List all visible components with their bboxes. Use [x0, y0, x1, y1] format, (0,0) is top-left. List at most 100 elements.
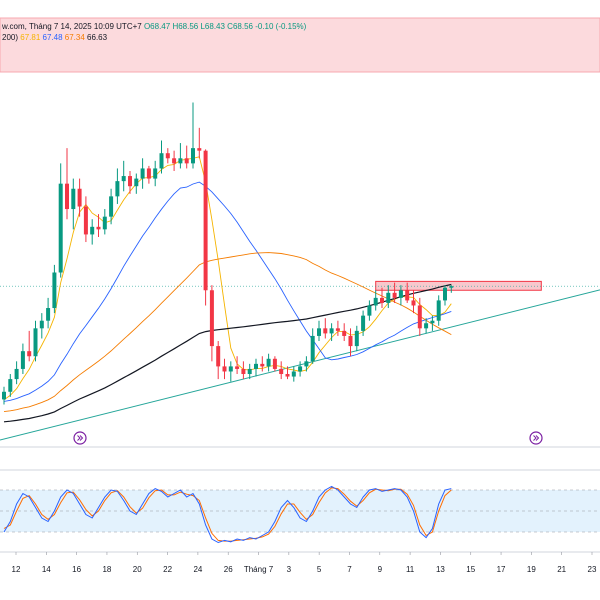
ma-value-2: 67.48: [42, 33, 63, 42]
candle: [405, 282, 410, 303]
candle: [134, 173, 139, 194]
chart-header-line: w.com, Tháng 7 14, 2025 10:09 UTC+7 O68.…: [2, 22, 306, 32]
candle: [298, 361, 303, 377]
candle: [354, 325, 359, 352]
ma-legend-label: 200): [2, 33, 19, 42]
candle: [191, 102, 195, 169]
candle-body: [96, 226, 101, 230]
candle: [392, 282, 397, 303]
candle-body: [197, 148, 202, 151]
candle-body: [279, 368, 284, 375]
candle-body: [20, 351, 25, 369]
x-tick-label: 13: [436, 565, 445, 574]
x-tick-label: 23: [588, 565, 597, 574]
candle: [33, 320, 38, 362]
ohlc-low: L68.43: [200, 22, 225, 31]
candle: [172, 150, 177, 171]
candle-body: [178, 158, 183, 164]
x-tick-label: 3: [287, 565, 292, 574]
candle: [266, 353, 271, 372]
candle-body: [443, 287, 447, 301]
candle-body: [52, 272, 57, 309]
x-tick-label: 7: [347, 565, 352, 574]
candle-body: [449, 286, 454, 288]
candle-body: [58, 183, 63, 273]
x-tick-label: 9: [378, 565, 383, 574]
candle: [247, 363, 252, 380]
candle: [380, 287, 384, 309]
candle: [197, 127, 202, 159]
icons-layer: [73, 431, 543, 445]
candle: [8, 374, 13, 397]
candle-body: [285, 374, 290, 377]
candle-body: [153, 168, 158, 179]
candle: [260, 356, 265, 372]
replay-icon[interactable]: [529, 431, 543, 445]
candle-body: [247, 368, 252, 375]
candle-body: [65, 183, 69, 210]
candle: [317, 320, 321, 342]
candle-body: [260, 363, 265, 367]
candle-body: [354, 330, 359, 347]
main-pane: [0, 102, 600, 441]
candle-body: [146, 168, 151, 179]
candle-body: [424, 323, 429, 329]
x-tick-label: 21: [557, 565, 566, 574]
candle: [430, 315, 435, 331]
x-tick-label: 20: [133, 565, 142, 574]
candle-body: [191, 148, 195, 164]
candle: [165, 148, 170, 164]
candle-body: [71, 188, 76, 210]
candle: [323, 318, 328, 339]
candle: [90, 219, 95, 245]
x-tick-label: Tháng 7: [244, 565, 274, 574]
candle-body: [184, 158, 189, 164]
candle: [71, 178, 76, 230]
candle: [222, 358, 227, 380]
x-tick-label: 22: [163, 565, 172, 574]
candle-body: [291, 371, 296, 377]
candle-body: [241, 368, 246, 375]
candle-body: [165, 153, 170, 159]
candle-body: [348, 335, 353, 347]
candle: [46, 297, 51, 329]
candle-body: [298, 366, 303, 372]
candle: [140, 158, 145, 189]
candle-body: [109, 196, 114, 217]
ma-fast-line: [3, 156, 452, 401]
replay-icon[interactable]: [73, 431, 87, 445]
candle: [291, 366, 296, 382]
candle: [209, 285, 214, 362]
candle: [159, 140, 164, 174]
x-tick-label: 12: [12, 565, 21, 574]
candle-body: [121, 176, 126, 182]
candle: [279, 361, 284, 380]
candle-body: [46, 308, 51, 321]
candle-body: [373, 297, 378, 306]
x-tick-label: 26: [224, 565, 233, 574]
candle: [115, 168, 120, 204]
candle: [329, 323, 334, 342]
candle-body: [342, 330, 347, 336]
candle-body: [140, 168, 145, 179]
candle: [77, 178, 82, 217]
candle-body: [417, 305, 422, 329]
chart-title: w.com, Tháng 7 14, 2025 10:09 UTC+7: [2, 22, 142, 31]
candle: [52, 264, 57, 314]
candle-body: [33, 328, 38, 357]
candle-body: [367, 305, 372, 316]
candle: [443, 285, 447, 306]
x-tick-label: 16: [72, 565, 81, 574]
candle-body: [77, 188, 82, 207]
candle-body: [436, 300, 441, 321]
ma-legend: 200) 67.81 67.48 67.34 66.63: [2, 33, 107, 43]
resistance-zone[interactable]: [375, 280, 542, 291]
candle-body: [159, 153, 164, 169]
candle-body: [323, 328, 328, 334]
x-tick-label: 11: [406, 565, 415, 574]
candle: [304, 356, 309, 372]
candle-body: [335, 328, 340, 331]
candle-body: [235, 366, 240, 369]
candle: [228, 361, 233, 382]
